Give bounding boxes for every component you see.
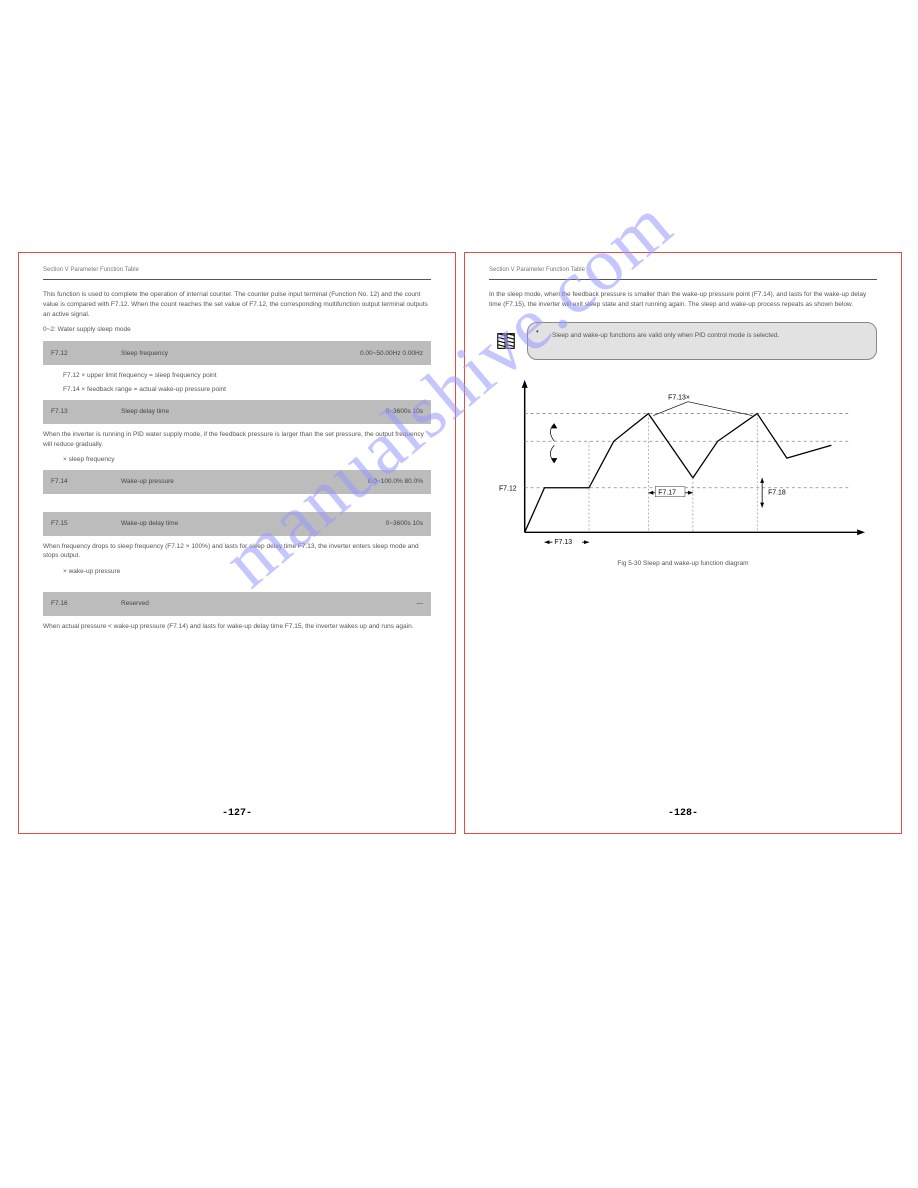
formula-1: F7.12 × upper limit frequency = sleep fr…	[63, 371, 431, 381]
param-code: F7.13	[51, 408, 91, 415]
param-name: Reserved	[121, 600, 293, 607]
chart-label-f718: F7.18	[768, 489, 786, 496]
param-row-3: F7.15 Wake-up delay time 0~3600s 10s	[43, 512, 431, 536]
param-range: 0~3600s 10s	[323, 520, 423, 527]
header-rule	[43, 279, 431, 280]
param-range: 0~3600s 10s	[323, 408, 423, 415]
formula-3: × sleep frequency	[63, 455, 431, 465]
page-number-left: -127-	[19, 808, 455, 819]
formula-4: × wake-up pressure	[63, 567, 431, 577]
param-range: 0.00~50.00Hz 0.00Hz	[323, 350, 423, 357]
param-name: Wake-up delay time	[121, 520, 293, 527]
param-code: F7.14	[51, 478, 91, 485]
sleep-wakeup-chart: F7.13 F7.17 F7.18 F7.13×	[495, 374, 871, 567]
param-name: Sleep frequency	[121, 350, 293, 357]
chart-label-peak: F7.13×	[668, 394, 690, 401]
header-rule	[489, 279, 877, 280]
param-name: Sleep delay time	[121, 408, 293, 415]
page-number-right: -128-	[465, 808, 901, 819]
param-code: F7.16	[51, 600, 91, 607]
intro-text-1: This function is used to complete the op…	[43, 290, 431, 319]
param-code: F7.15	[51, 520, 91, 527]
page-left: Section V Parameter Function Table This …	[18, 252, 456, 834]
param-row-4: F7.16 Reserved —	[43, 592, 431, 616]
page-right: Section V Parameter Function Table In th…	[464, 252, 902, 834]
chart-label-f712: F7.12	[499, 485, 517, 492]
note-box: Sleep and wake-up functions are valid on…	[527, 322, 877, 360]
chart-label-f717: F7.17	[658, 489, 676, 496]
chart-label-f713: F7.13	[554, 539, 572, 546]
param-code: F7.12	[51, 350, 91, 357]
page-header-left: Section V Parameter Function Table	[43, 267, 431, 273]
mid-text-3: When the inverter is running in PID wate…	[43, 430, 431, 450]
param-row-1: F7.13 Sleep delay time 0~3600s 10s	[43, 400, 431, 424]
formula-2: F7.14 × feedback range = actual wake-up …	[63, 385, 431, 395]
book-icon	[495, 330, 517, 352]
param-name: Wake-up pressure	[121, 478, 293, 485]
page-spread: Section V Parameter Function Table This …	[18, 252, 902, 834]
page-header-right: Section V Parameter Function Table	[489, 267, 877, 273]
intro-text-2: 0~2: Water supply sleep mode	[43, 325, 431, 335]
note-row: Sleep and wake-up functions are valid on…	[495, 322, 877, 360]
param-range: —	[323, 600, 423, 607]
intro-text-right: In the sleep mode, when the feedback pre…	[489, 290, 877, 310]
param-row-2: F7.14 Wake-up pressure 0.0~100.0% 80.0%	[43, 470, 431, 494]
chart-svg: F7.13 F7.17 F7.18 F7.13×	[495, 374, 871, 552]
param-row-0: F7.12 Sleep frequency 0.00~50.00Hz 0.00H…	[43, 341, 431, 365]
note-text: Sleep and wake-up functions are valid on…	[552, 331, 864, 340]
param-range: 0.0~100.0% 80.0%	[323, 478, 423, 485]
mid-text-5: When actual pressure < wake-up pressure …	[43, 622, 431, 632]
mid-text-4: When frequency drops to sleep frequency …	[43, 542, 431, 562]
chart-caption: Fig 5-30 Sleep and wake-up function diag…	[495, 560, 871, 567]
